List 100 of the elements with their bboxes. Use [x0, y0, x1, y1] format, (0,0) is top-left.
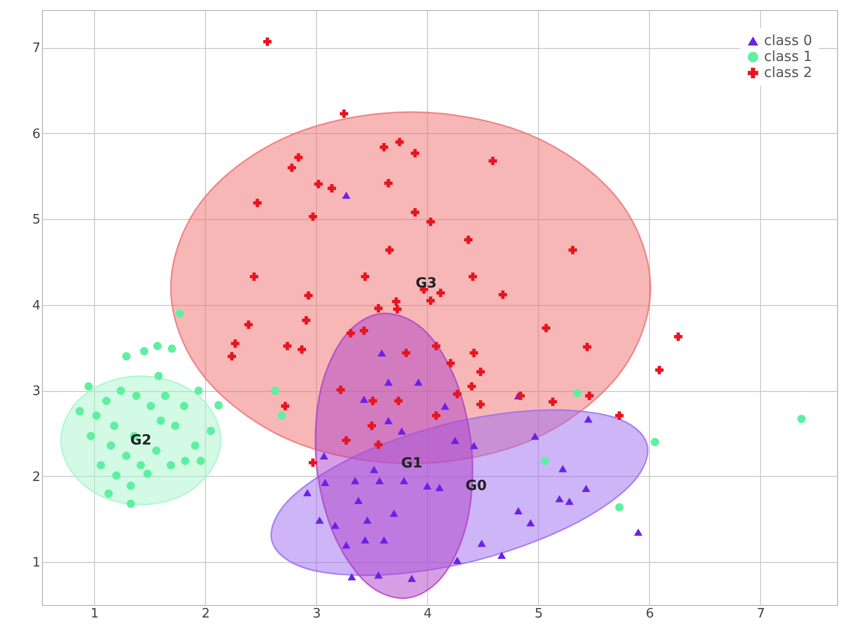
point [584, 415, 592, 423]
point [423, 482, 432, 490]
point [348, 573, 356, 580]
point [106, 441, 116, 450]
point [303, 489, 312, 496]
point [370, 466, 378, 474]
point [342, 192, 350, 199]
point [390, 510, 398, 517]
point [650, 438, 660, 446]
point [126, 500, 136, 508]
annotation: G2 [130, 432, 152, 448]
point [122, 452, 131, 460]
point [154, 372, 163, 380]
point [360, 396, 368, 403]
point [320, 478, 330, 486]
point [161, 392, 170, 400]
y-tick-label: 4 [32, 298, 40, 314]
x-tick-label: 4 [424, 606, 432, 622]
point [122, 352, 131, 361]
legend-label: class 0 [764, 33, 812, 49]
point [76, 407, 84, 416]
point [530, 432, 540, 440]
point [453, 556, 462, 564]
point [315, 516, 324, 524]
point [146, 402, 155, 410]
y-tick-label: 2 [32, 470, 40, 485]
point [450, 436, 460, 444]
point [176, 309, 184, 318]
point [112, 471, 121, 480]
point [126, 482, 136, 490]
x-tick-label: 3 [312, 606, 321, 622]
point [270, 386, 280, 395]
point [374, 571, 383, 579]
legend-label: class 1 [764, 49, 812, 65]
annotation: G3 [416, 275, 437, 292]
point [526, 519, 535, 526]
point [84, 382, 93, 391]
point [565, 498, 574, 505]
point [384, 378, 393, 386]
point [86, 432, 96, 440]
point [363, 516, 372, 524]
point [398, 427, 406, 435]
point [320, 452, 328, 460]
point [350, 477, 360, 484]
point [104, 489, 113, 498]
y-tick-label: 3 [32, 384, 40, 400]
point [143, 470, 152, 478]
point [478, 540, 486, 547]
point [634, 528, 642, 536]
point [140, 347, 148, 356]
point [440, 402, 450, 410]
point [96, 461, 106, 470]
point [384, 417, 393, 424]
x-tick-label: 7 [756, 606, 766, 622]
annotation: G1 [401, 456, 422, 472]
point [400, 477, 408, 484]
point [136, 461, 146, 470]
point [375, 477, 384, 484]
point [132, 392, 141, 400]
y-tick-label: 7 [32, 41, 40, 56]
legend-label: class 2 [764, 65, 812, 81]
point [116, 386, 126, 395]
x-tick-label: 1 [90, 606, 99, 622]
point [102, 396, 111, 406]
point [470, 442, 478, 450]
point [278, 411, 286, 420]
point [171, 422, 180, 430]
point [797, 414, 806, 424]
point [180, 402, 188, 410]
point [497, 552, 506, 559]
x-tick-label: 5 [534, 606, 543, 622]
x-tick-label: 6 [646, 606, 654, 622]
point [166, 461, 175, 470]
point [110, 422, 118, 430]
point [194, 386, 203, 395]
point [414, 378, 423, 386]
y-tick-label: 5 [32, 212, 40, 228]
point [191, 441, 200, 450]
point [354, 496, 363, 504]
x-tick-label: 2 [202, 606, 210, 622]
point [573, 389, 582, 398]
point [342, 541, 350, 549]
point [214, 401, 223, 410]
point [330, 522, 340, 529]
point [181, 456, 190, 466]
point [378, 349, 386, 357]
point [555, 495, 564, 502]
y-tick-label: 1 [32, 556, 40, 571]
point [360, 536, 370, 544]
point [153, 342, 162, 350]
point [152, 446, 161, 455]
point [408, 574, 416, 582]
point [92, 411, 101, 420]
point [206, 426, 215, 436]
point [514, 507, 523, 514]
annotation: G0 [466, 478, 488, 494]
point [156, 416, 165, 425]
point [558, 465, 567, 472]
point [540, 456, 550, 466]
point [582, 484, 590, 492]
